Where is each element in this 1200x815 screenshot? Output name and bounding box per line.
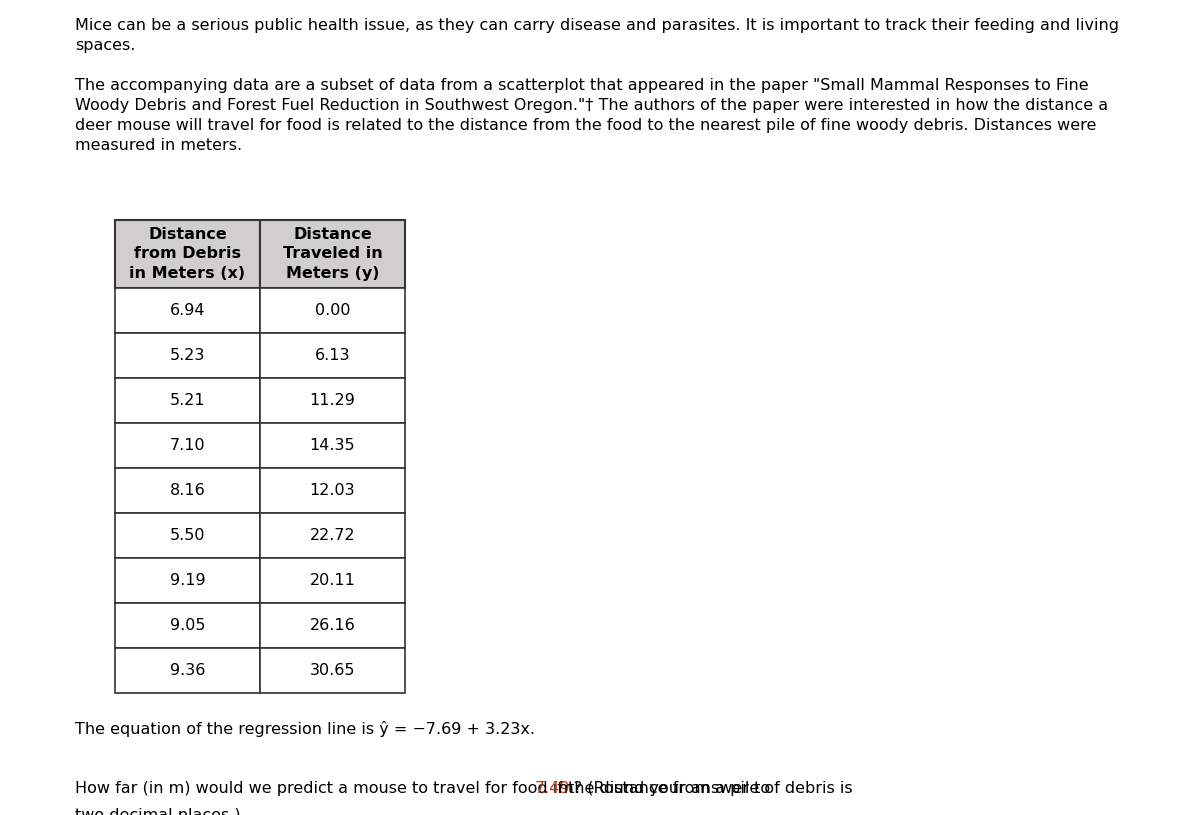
Text: 11.29: 11.29 xyxy=(310,393,355,408)
Text: 0.00: 0.00 xyxy=(314,303,350,318)
Bar xyxy=(260,378,406,423)
Text: 5.21: 5.21 xyxy=(169,393,205,408)
Text: measured in meters.: measured in meters. xyxy=(74,138,242,153)
Text: Traveled in: Traveled in xyxy=(283,246,383,262)
Text: 7.10: 7.10 xyxy=(169,438,205,453)
Bar xyxy=(115,513,260,558)
Text: 9.19: 9.19 xyxy=(169,573,205,588)
Text: from Debris: from Debris xyxy=(134,246,241,262)
Text: 20.11: 20.11 xyxy=(310,573,355,588)
Text: Mice can be a serious public health issue, as they can carry disease and parasit: Mice can be a serious public health issu… xyxy=(74,18,1120,33)
Bar xyxy=(115,220,260,288)
Bar xyxy=(115,648,260,693)
Bar xyxy=(260,468,406,513)
Bar xyxy=(260,220,406,288)
Bar xyxy=(260,423,406,468)
Text: 14.35: 14.35 xyxy=(310,438,355,453)
Bar xyxy=(260,648,406,693)
Text: 9.36: 9.36 xyxy=(170,663,205,678)
Bar xyxy=(115,558,260,603)
Text: 5.50: 5.50 xyxy=(169,528,205,543)
Text: spaces.: spaces. xyxy=(74,38,136,53)
Bar xyxy=(260,288,406,333)
Bar xyxy=(260,558,406,603)
Bar xyxy=(115,333,260,378)
Bar xyxy=(115,603,260,648)
Text: 12.03: 12.03 xyxy=(310,483,355,498)
Bar xyxy=(115,378,260,423)
Text: 30.65: 30.65 xyxy=(310,663,355,678)
Bar xyxy=(115,288,260,333)
Text: The equation of the regression line is ŷ = −7.69 + 3.23x.: The equation of the regression line is ŷ… xyxy=(74,721,535,737)
Text: Distance: Distance xyxy=(148,227,227,242)
Text: deer mouse will travel for food is related to the distance from the food to the : deer mouse will travel for food is relat… xyxy=(74,118,1097,133)
Bar xyxy=(260,333,406,378)
Text: 26.16: 26.16 xyxy=(310,618,355,633)
Text: 6.13: 6.13 xyxy=(314,348,350,363)
Bar xyxy=(115,468,260,513)
Text: m? (Round your answer to: m? (Round your answer to xyxy=(553,781,770,796)
Text: Distance: Distance xyxy=(293,227,372,242)
Text: Meters (y): Meters (y) xyxy=(286,266,379,280)
Bar xyxy=(260,513,406,558)
Text: 8.16: 8.16 xyxy=(169,483,205,498)
Text: 6.94: 6.94 xyxy=(169,303,205,318)
Bar xyxy=(260,603,406,648)
Text: 5.23: 5.23 xyxy=(170,348,205,363)
Text: 7.49: 7.49 xyxy=(535,781,570,796)
Text: The accompanying data are a subset of data from a scatterplot that appeared in t: The accompanying data are a subset of da… xyxy=(74,78,1088,93)
Text: Woody Debris and Forest Fuel Reduction in Southwest Oregon."† The authors of the: Woody Debris and Forest Fuel Reduction i… xyxy=(74,98,1108,113)
Bar xyxy=(115,423,260,468)
Text: in Meters (x): in Meters (x) xyxy=(130,266,246,280)
Text: two decimal places.): two decimal places.) xyxy=(74,808,241,815)
Text: 9.05: 9.05 xyxy=(169,618,205,633)
Text: 22.72: 22.72 xyxy=(310,528,355,543)
Text: How far (in m) would we predict a mouse to travel for food if the distance from : How far (in m) would we predict a mouse … xyxy=(74,781,858,796)
